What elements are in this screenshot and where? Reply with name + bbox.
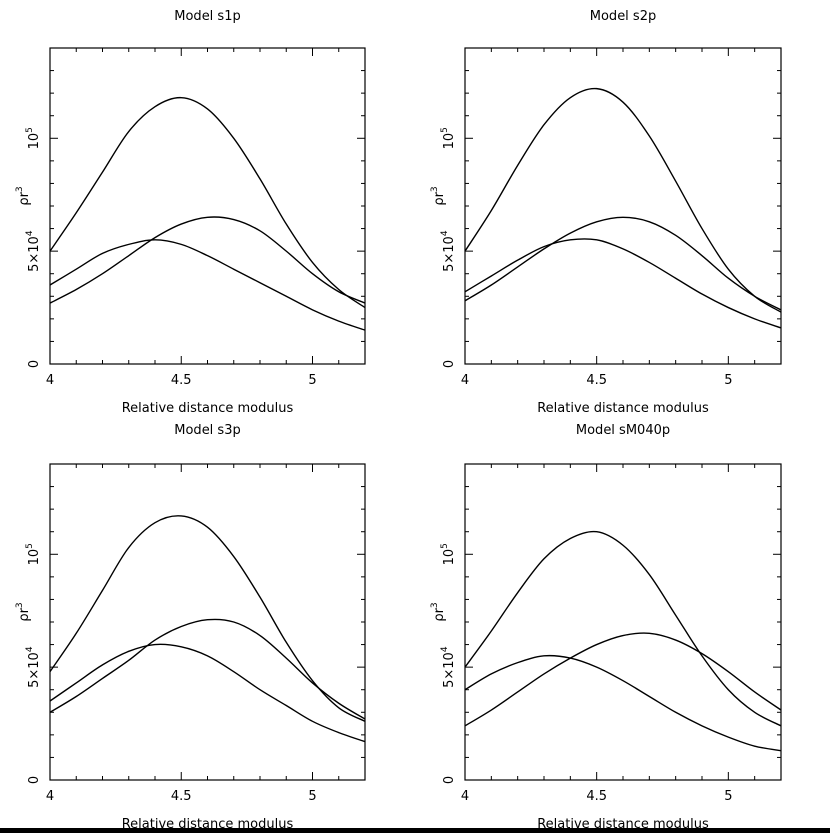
y-tick-exponent: 5 [440, 543, 450, 549]
plot-frame [464, 463, 782, 781]
y-tick-exponent: 5 [25, 127, 35, 133]
y-axis-label-base: ρr [432, 607, 447, 621]
x-tick-label: 5 [724, 789, 732, 804]
series-curve-1 [465, 530, 781, 727]
y-tick-label: 105 [25, 543, 42, 565]
plot-frame [49, 463, 366, 781]
x-tick-label: 4.5 [171, 789, 192, 804]
series-curve-3 [465, 654, 781, 752]
y-tick-exponent: 5 [440, 127, 450, 133]
panel-title: Model s3p [174, 423, 240, 438]
y-tick-text: 5×10 [442, 652, 457, 688]
y-axis-label: ρr3 [15, 602, 32, 621]
y-axis-label-base: ρr [17, 607, 32, 621]
x-tick-label: 5 [724, 373, 732, 388]
y-axis-label: ρr3 [430, 602, 447, 621]
y-tick-exponent: 5 [25, 543, 35, 549]
y-axis-label-exponent: 3 [15, 186, 25, 192]
y-tick-text: 0 [442, 776, 457, 784]
x-axis-label: Relative distance modulus [537, 401, 709, 416]
y-tick-label: 0 [27, 776, 42, 784]
y-axis-label-exponent: 3 [15, 602, 25, 608]
x-tick-label: 4 [461, 373, 469, 388]
series-curve-2 [50, 216, 365, 304]
y-tick-label: 105 [440, 127, 457, 149]
y-tick-label: 5×104 [440, 230, 457, 272]
y-tick-text: 0 [27, 776, 42, 784]
y-tick-label: 105 [25, 127, 42, 149]
series-curve-3 [50, 239, 365, 331]
y-axis-label-base: ρr [17, 191, 32, 205]
x-tick-label: 4 [46, 789, 54, 804]
y-tick-exponent: 4 [440, 646, 450, 652]
y-tick-text: 10 [27, 549, 42, 566]
y-tick-label: 0 [442, 360, 457, 368]
y-tick-text: 5×10 [27, 236, 42, 272]
y-axis-label-base: ρr [432, 191, 447, 205]
series-curve-1 [50, 515, 365, 722]
plot-frame [464, 47, 782, 365]
x-tick-label: 4.5 [171, 373, 192, 388]
x-axis-label: Relative distance modulus [122, 401, 294, 416]
y-tick-exponent: 4 [25, 646, 35, 652]
panel-title: Model sM040p [576, 423, 670, 438]
y-tick-text: 5×10 [442, 236, 457, 272]
y-tick-text: 0 [442, 360, 457, 368]
x-tick-label: 4 [46, 373, 54, 388]
panel-title: Model s1p [174, 9, 240, 24]
x-tick-label: 4.5 [586, 373, 607, 388]
series-curve-3 [465, 238, 781, 329]
y-axis-label-exponent: 3 [430, 602, 440, 608]
series-curve-1 [50, 96, 365, 309]
series-curve-2 [50, 618, 365, 720]
y-axis-label-exponent: 3 [430, 186, 440, 192]
y-tick-label: 0 [27, 360, 42, 368]
panel-title: Model s2p [590, 9, 656, 24]
y-axis-label: ρr3 [15, 186, 32, 205]
series-curve-3 [50, 643, 365, 743]
plot-frame [49, 47, 366, 365]
y-tick-label: 5×104 [25, 646, 42, 688]
x-tick-label: 4.5 [586, 789, 607, 804]
bottom-border [0, 828, 830, 833]
x-tick-label: 5 [308, 373, 316, 388]
y-tick-label: 0 [442, 776, 457, 784]
series-curve-2 [465, 632, 781, 727]
x-tick-label: 4 [461, 789, 469, 804]
x-tick-label: 5 [308, 789, 316, 804]
y-tick-label: 105 [440, 543, 457, 565]
y-tick-text: 10 [442, 549, 457, 566]
y-tick-label: 5×104 [440, 646, 457, 688]
y-tick-text: 10 [27, 133, 42, 150]
series-curve-1 [465, 87, 781, 313]
series-curve-2 [465, 216, 781, 311]
y-axis-label: ρr3 [430, 186, 447, 205]
y-tick-text: 5×10 [27, 652, 42, 688]
y-tick-label: 5×104 [25, 230, 42, 272]
y-tick-exponent: 4 [25, 230, 35, 236]
y-tick-text: 10 [442, 133, 457, 150]
y-tick-exponent: 4 [440, 230, 450, 236]
y-tick-text: 0 [27, 360, 42, 368]
